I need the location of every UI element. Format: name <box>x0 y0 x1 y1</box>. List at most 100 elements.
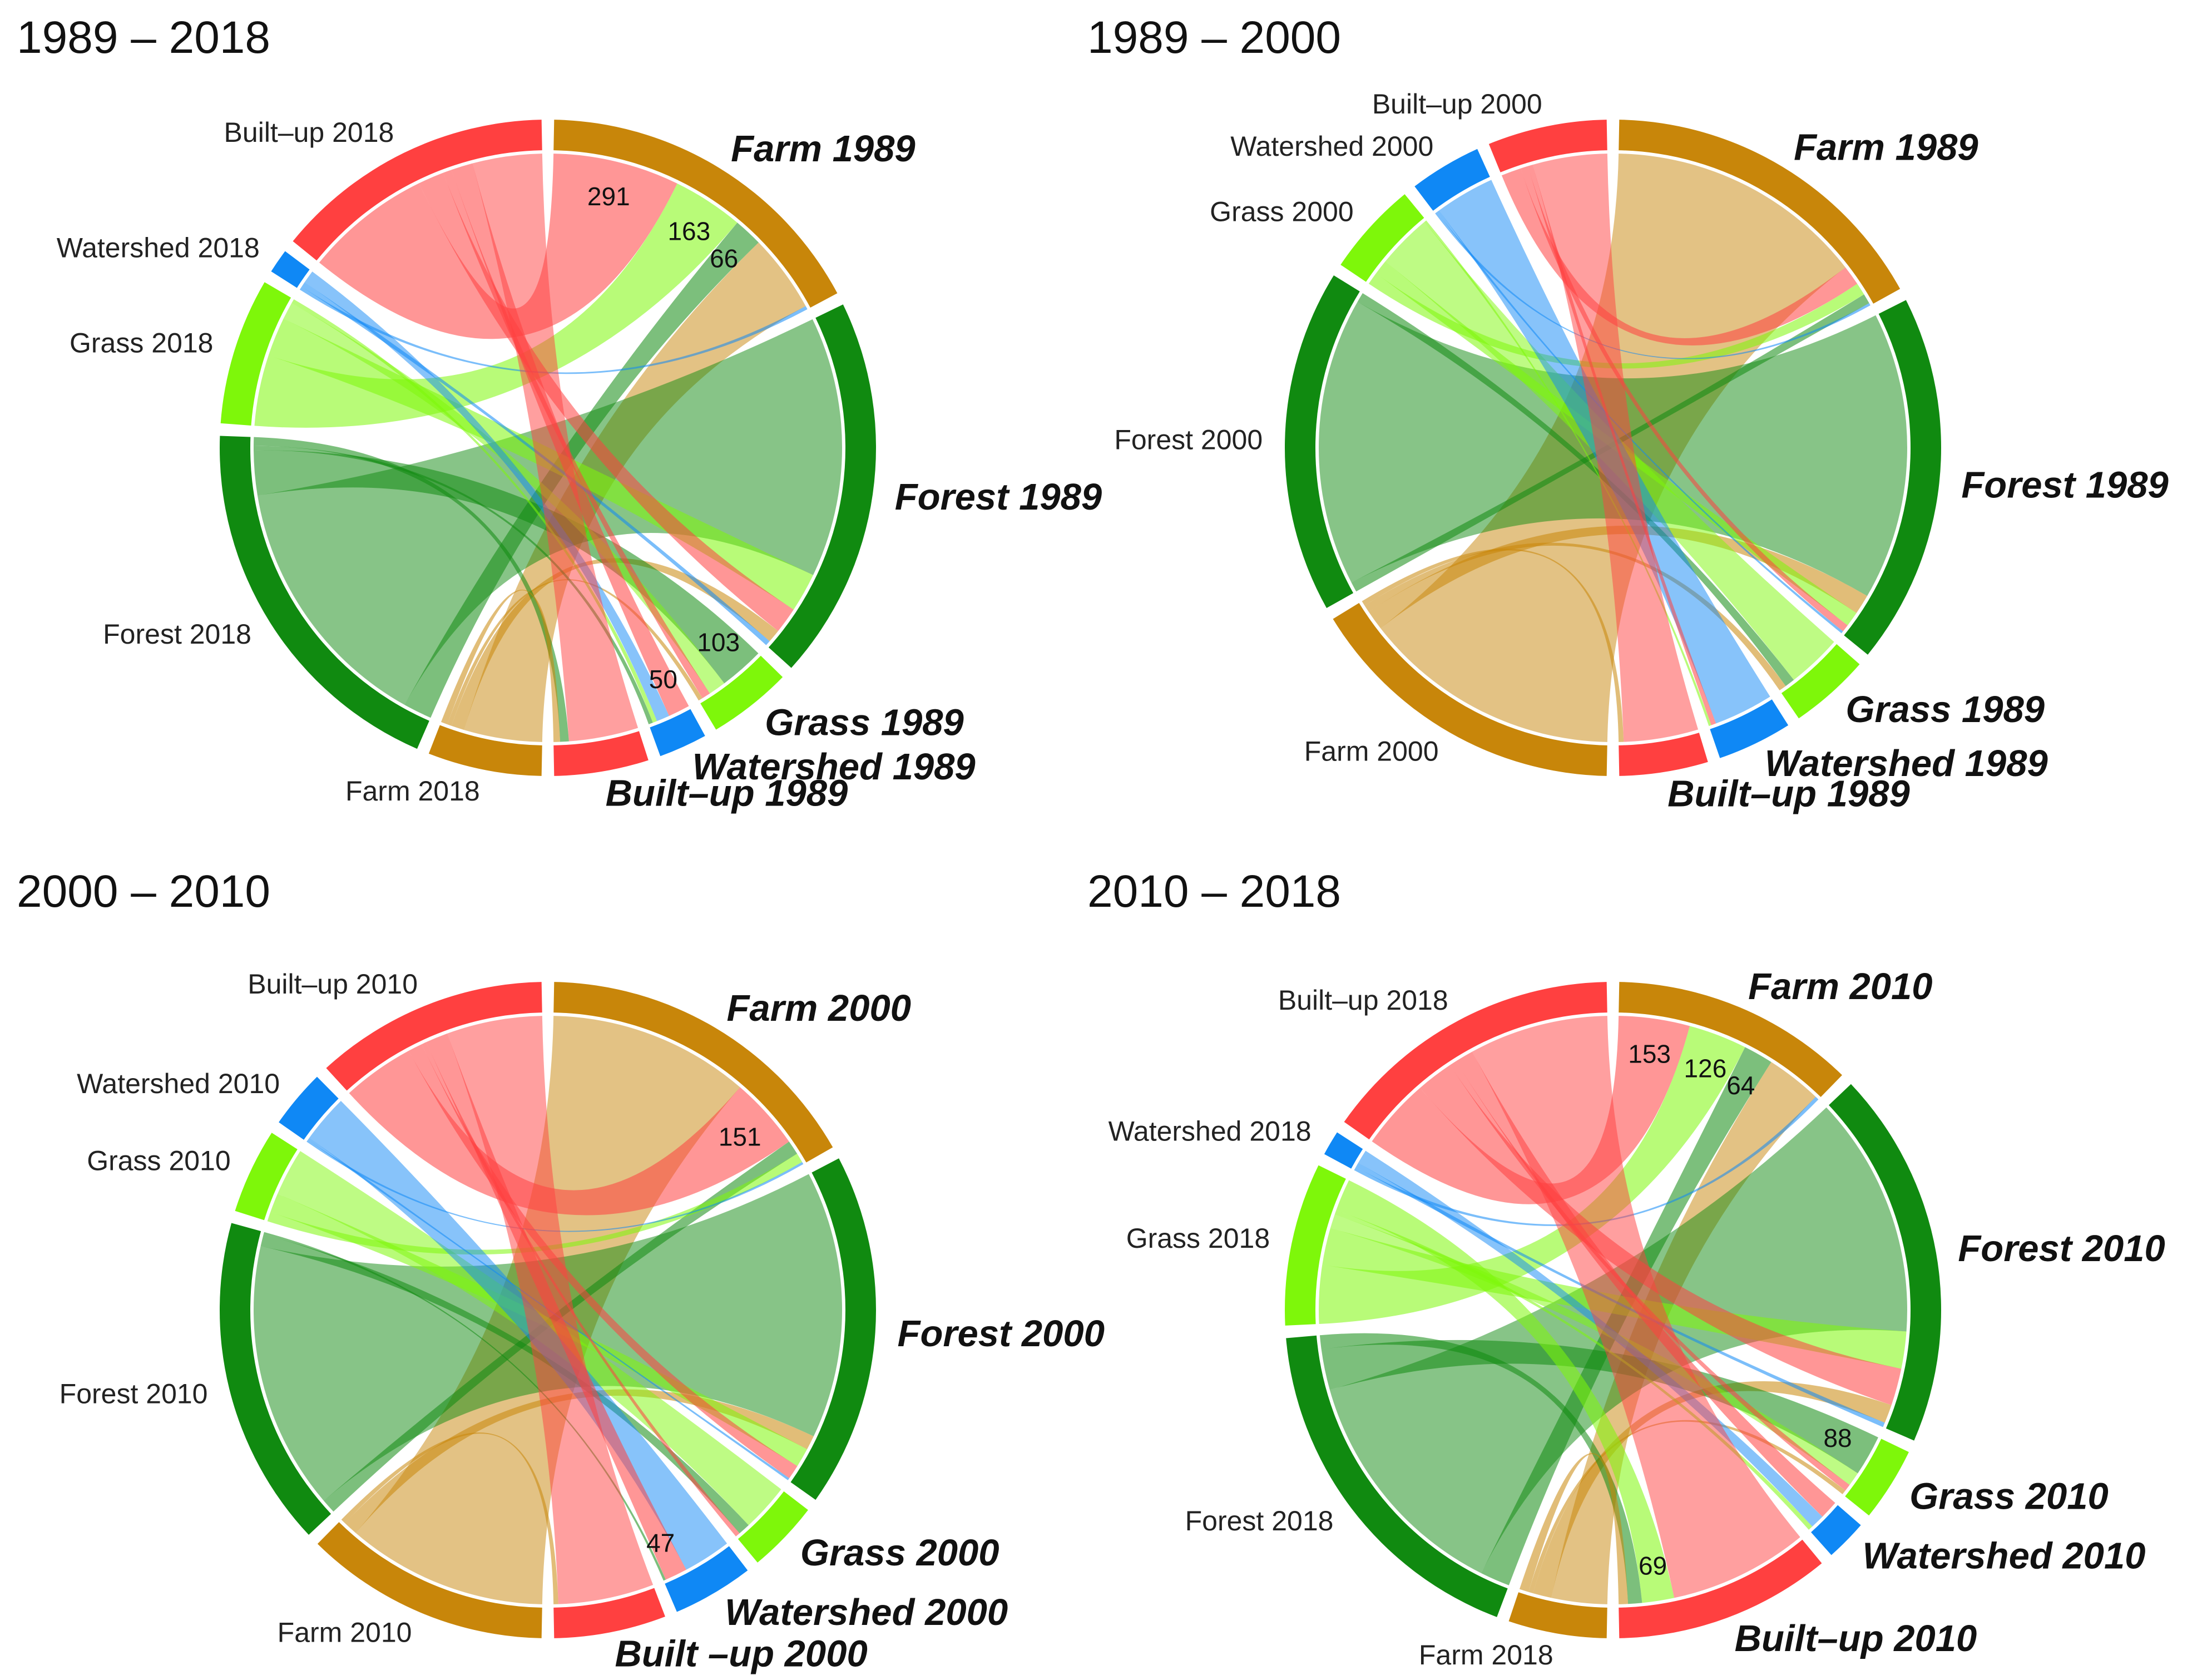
target-arc-forest <box>220 436 429 749</box>
panel-title: 2010 – 2018 <box>1087 866 1341 917</box>
target-label-built-up: Built–up 2018 <box>1278 985 1448 1016</box>
source-label-built-up: Built–up 2010 <box>1735 1618 1977 1659</box>
source-label-watershed: Watershed 2000 <box>725 1592 1008 1633</box>
group-labels: Farm 1989 Forest 1989 Grass 1989 Watershed … <box>1114 88 2168 814</box>
target-arc-grass <box>1285 1165 1346 1326</box>
ribbon-grass-to-built-up <box>443 170 710 699</box>
ribbon-farm-to-grass <box>254 183 738 428</box>
target-arc-farm <box>1333 602 1607 776</box>
source-label-forest: Forest 2010 <box>1958 1228 2165 1269</box>
group-arcs <box>220 982 876 1638</box>
panel-title: 1989 – 2018 <box>17 12 270 63</box>
source-arc-grass <box>738 1491 808 1563</box>
target-label-farm: Farm 2018 <box>1419 1639 1553 1671</box>
source-arc-farm <box>1619 982 1842 1098</box>
target-arc-grass <box>235 1133 298 1221</box>
target-label-forest: Forest 2018 <box>1185 1505 1334 1536</box>
target-label-grass: Grass 2018 <box>1126 1223 1270 1254</box>
target-arc-farm <box>428 725 542 776</box>
flow-value-label: 153 <box>1628 1040 1671 1069</box>
source-arc-watershed <box>665 1546 748 1612</box>
source-arc-forest <box>1844 300 1942 655</box>
flow-value-label: 151 <box>719 1122 761 1151</box>
source-label-grass: Grass 2000 <box>800 1532 999 1574</box>
target-label-farm: Farm 2000 <box>1304 735 1439 767</box>
ribbon-built-up-to-built-up <box>447 1016 654 1604</box>
panel-title: 1989 – 2000 <box>1087 12 1341 63</box>
source-arc-built-up <box>1619 1539 1822 1638</box>
target-arc-built-up <box>293 120 542 261</box>
source-arc-grass <box>1845 1439 1909 1516</box>
target-arc-forest <box>220 1223 331 1535</box>
target-label-grass: Grass 2000 <box>1210 196 1353 227</box>
ribbons <box>253 1016 842 1604</box>
ribbon-built-up-to-built-up <box>472 154 639 742</box>
flow-value-label: 126 <box>1684 1054 1727 1083</box>
flow-value-label: 50 <box>649 665 677 694</box>
target-label-forest: Forest 2000 <box>1114 424 1263 455</box>
source-arc-forest <box>790 1158 876 1500</box>
ribbon-forest-to-watershed <box>1355 1163 1885 1427</box>
target-label-built-up: Built–up 2018 <box>224 117 394 148</box>
group-arcs <box>1284 120 1942 776</box>
ribbon-farm-to-forest <box>324 1142 798 1512</box>
flow-value-label: 163 <box>667 216 710 245</box>
source-arc-farm <box>553 982 833 1163</box>
ribbon-farm-to-built-up <box>349 1050 789 1216</box>
source-label-forest: Forest 2000 <box>898 1313 1105 1355</box>
target-arc-grass <box>220 282 291 426</box>
source-arc-watershed <box>1811 1505 1861 1555</box>
source-label-built-up: Built–up 1989 <box>606 772 848 814</box>
group-arcs <box>220 120 876 776</box>
target-arc-watershed <box>271 251 310 288</box>
ribbon-watershed-to-watershed <box>1358 1150 1823 1527</box>
ribbon-forest-to-farm <box>1533 1381 1892 1598</box>
flow-value-label: 88 <box>1823 1424 1852 1452</box>
flow-value-label: 66 <box>710 244 738 273</box>
target-label-watershed: Watershed 2018 <box>1109 1115 1312 1147</box>
group-labels: Farm 2010 Forest 2010 Grass 2010 Watershed … <box>1109 966 2165 1671</box>
group-labels: Farm 2000 Forest 2000 Grass 2000 Watershed … <box>60 969 1105 1674</box>
ribbon-forest-to-built-up <box>419 172 794 631</box>
ribbon-farm-to-forest <box>404 223 759 718</box>
target-arc-grass <box>1340 194 1424 282</box>
ribbons <box>1319 1016 1907 1604</box>
group-arcs <box>1285 982 1941 1638</box>
target-label-farm: Farm 2010 <box>278 1617 412 1648</box>
target-arc-forest <box>1286 1335 1508 1617</box>
source-label-watershed: Watershed 1989 <box>1765 743 2048 784</box>
ribbon-watershed-to-built-up <box>1527 165 1716 725</box>
flow-value-label: 291 <box>587 182 630 211</box>
flow-value-label: 69 <box>1639 1551 1667 1580</box>
ribbons <box>1319 154 1908 742</box>
flow-value-label: 64 <box>1726 1071 1755 1100</box>
source-label-farm: Farm 1989 <box>1794 126 1978 168</box>
source-label-built-up: Built–up 1989 <box>1667 773 1910 814</box>
chord-panel-1989-2018: 1989 – 2018 Farm 1989 Forest 1989 Grass 198… <box>17 12 1102 814</box>
target-arc-farm <box>317 1522 542 1638</box>
source-label-built-up: Built –up 2000 <box>615 1633 867 1674</box>
target-label-forest: Forest 2010 <box>60 1378 208 1410</box>
ribbon-built-up-to-built-up <box>1532 154 1699 742</box>
target-arc-built-up <box>1488 120 1607 172</box>
ribbon-grass-to-forest <box>1321 1340 1878 1474</box>
ribbon-farm-to-built-up <box>319 154 677 339</box>
source-arc-built-up <box>1619 733 1708 776</box>
source-arc-built-up <box>553 731 649 776</box>
source-arc-farm <box>553 120 838 308</box>
ribbons <box>254 154 843 742</box>
source-label-forest: Forest 1989 <box>1961 465 2168 506</box>
target-arc-farm <box>1508 1592 1607 1638</box>
target-arc-built-up <box>1344 982 1607 1140</box>
source-arc-watershed <box>1710 699 1789 758</box>
source-arc-grass <box>700 655 783 730</box>
ribbon-forest-to-built-up <box>1420 1065 1902 1405</box>
source-label-farm: Farm 1989 <box>731 128 916 170</box>
flow-value-labels: 151 47 <box>646 1122 761 1557</box>
source-label-grass: Grass 1989 <box>1845 689 2045 730</box>
target-label-grass: Grass 2018 <box>70 328 213 359</box>
target-arc-built-up <box>326 982 542 1091</box>
source-arc-grass <box>1781 644 1860 719</box>
